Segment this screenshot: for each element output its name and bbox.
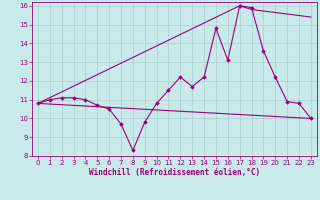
X-axis label: Windchill (Refroidissement éolien,°C): Windchill (Refroidissement éolien,°C) <box>89 168 260 177</box>
